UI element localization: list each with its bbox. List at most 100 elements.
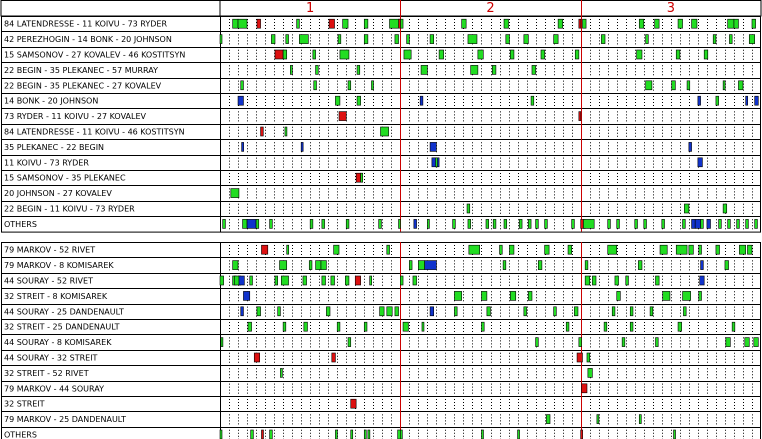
shift-bar	[505, 34, 510, 44]
shift-bar	[394, 34, 399, 44]
shift-bar	[486, 306, 491, 317]
shift-bar	[230, 188, 240, 198]
shift-bar	[280, 368, 283, 378]
shift-bar	[337, 34, 342, 44]
shift-bar	[269, 429, 273, 439]
shift-bar	[729, 34, 733, 44]
shift-bar	[510, 291, 517, 301]
shift-bar	[309, 219, 314, 229]
shift-bar	[747, 244, 753, 255]
shift-bar	[509, 244, 515, 255]
shift-bar	[578, 111, 582, 121]
shift-bar	[350, 398, 357, 409]
shift-bar	[739, 244, 746, 255]
shift-bar	[477, 49, 484, 60]
shift-bar	[243, 291, 251, 301]
shift-bar	[655, 337, 659, 347]
shift-bar	[584, 275, 590, 286]
shift-bar	[333, 244, 340, 255]
row-label: 42 PEREZHOGIN - 14 BONK - 20 JOHNSON	[4, 35, 172, 44]
shift-bars	[219, 18, 759, 439]
period-labels: 1 2 3	[306, 1, 675, 16]
row-label: 20 JOHNSON - 27 KOVALEV	[4, 189, 112, 198]
shift-bar	[638, 18, 645, 29]
shift-bar	[219, 34, 223, 44]
row-labels: 84 LATENDRESSE - 11 KOIVU - 73 RYDER 42 P…	[4, 20, 185, 439]
shift-bar	[421, 321, 425, 332]
shift-bar	[523, 306, 527, 317]
shift-bar	[638, 260, 643, 270]
shift-bar	[419, 95, 424, 106]
shift-bar	[256, 306, 261, 317]
shift-bar	[553, 306, 557, 317]
shift-bar	[279, 260, 288, 270]
row-label: 32 STREIT - 8 KOMISAREK	[4, 292, 108, 301]
shift-bar	[614, 275, 619, 286]
shift-bar	[583, 219, 595, 229]
row-label: 22 BEGIN - 35 PLEKANEC - 57 MURRAY	[4, 66, 158, 75]
shift-bar	[584, 260, 589, 270]
shift-bar	[727, 219, 731, 229]
shift-bar	[523, 34, 529, 44]
shift-bar	[238, 275, 245, 286]
shift-bar	[282, 321, 287, 332]
row-label: 44 SOURAY - 25 DANDENAULT	[4, 307, 124, 316]
shift-bar	[655, 275, 660, 286]
shift-bar	[296, 18, 300, 29]
shift-bar	[250, 429, 254, 439]
shift-bar	[519, 219, 523, 229]
shift-bar	[255, 219, 260, 229]
shift-bar	[683, 306, 687, 317]
shift-bar	[315, 260, 322, 270]
shift-bar	[481, 321, 485, 332]
row-label: 44 SOURAY - 52 RIVET	[4, 277, 93, 286]
shift-bar	[429, 34, 434, 44]
shift-bar	[379, 306, 385, 317]
shift-bar	[662, 291, 671, 301]
shift-bar	[580, 429, 583, 439]
shift-bar	[481, 429, 484, 439]
shift-bar	[397, 429, 401, 439]
shift-bar	[546, 414, 551, 424]
shift-bar	[715, 244, 720, 255]
shift-bar	[240, 80, 244, 91]
shift-bar	[581, 383, 588, 394]
shift-bar	[326, 306, 331, 317]
shift-bar	[748, 34, 755, 44]
shift-bar	[284, 126, 288, 137]
shift-bar	[321, 219, 325, 229]
shift-bar	[567, 244, 572, 255]
shift-bar	[528, 219, 532, 229]
shift-bar	[544, 219, 548, 229]
shift-bar	[503, 219, 508, 229]
shift-bar	[427, 219, 430, 229]
row-label: 11 KOIVU - 73 RYDER	[4, 158, 89, 167]
shift-bar	[354, 275, 361, 286]
row-label: 32 STREIT - 25 DANDENAULT	[4, 323, 120, 332]
shift-bar	[312, 49, 316, 60]
shift-bar	[308, 260, 313, 270]
shift-bar	[557, 18, 563, 29]
shift-bar	[232, 260, 239, 270]
shift-bar	[313, 80, 317, 91]
shift-bar	[697, 95, 701, 106]
shift-bar	[677, 321, 682, 332]
period-label: 2	[486, 1, 494, 16]
shift-bar	[607, 244, 618, 255]
shift-bar	[629, 321, 634, 332]
shift-bar	[699, 275, 705, 286]
shift-bar	[386, 244, 390, 255]
shift-bar	[492, 65, 497, 75]
shift-bar	[535, 337, 539, 347]
shift-bar	[336, 321, 341, 332]
shift-bar	[731, 321, 736, 332]
shift-bar	[565, 321, 570, 332]
shift-bar	[700, 219, 704, 229]
shift-bar	[502, 260, 507, 270]
shift-bar	[654, 18, 660, 29]
shift-bar	[219, 429, 223, 439]
shift-bar	[402, 321, 409, 332]
shift-bar	[621, 337, 626, 347]
shift-bar	[461, 18, 467, 29]
row-label: 84 LATENDRESSE - 11 KOIVU - 46 KOSTITSYN	[4, 128, 185, 137]
